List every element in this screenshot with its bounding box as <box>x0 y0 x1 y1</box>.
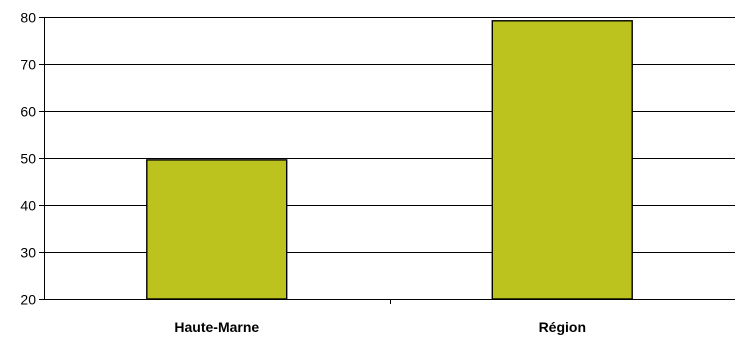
y-axis-tick-labels: 20 30 40 50 60 70 80 <box>20 10 36 308</box>
y-tick-label: 70 <box>20 57 36 73</box>
bars <box>146 20 633 300</box>
y-tick-label: 80 <box>20 10 36 26</box>
axes <box>39 17 735 304</box>
y-tick-label: 20 <box>20 292 36 308</box>
x-tick-label: Haute-Marne <box>174 319 259 335</box>
y-tick-label: 60 <box>20 104 36 120</box>
x-axis-tick-labels: Haute-Marne Région <box>174 319 586 335</box>
bar-1 <box>491 20 633 300</box>
y-tick-label: 40 <box>20 198 36 214</box>
bar-0 <box>146 159 288 300</box>
x-tick-label: Région <box>539 319 586 335</box>
y-tick-label: 50 <box>20 151 36 167</box>
y-tick-label: 30 <box>20 245 36 261</box>
